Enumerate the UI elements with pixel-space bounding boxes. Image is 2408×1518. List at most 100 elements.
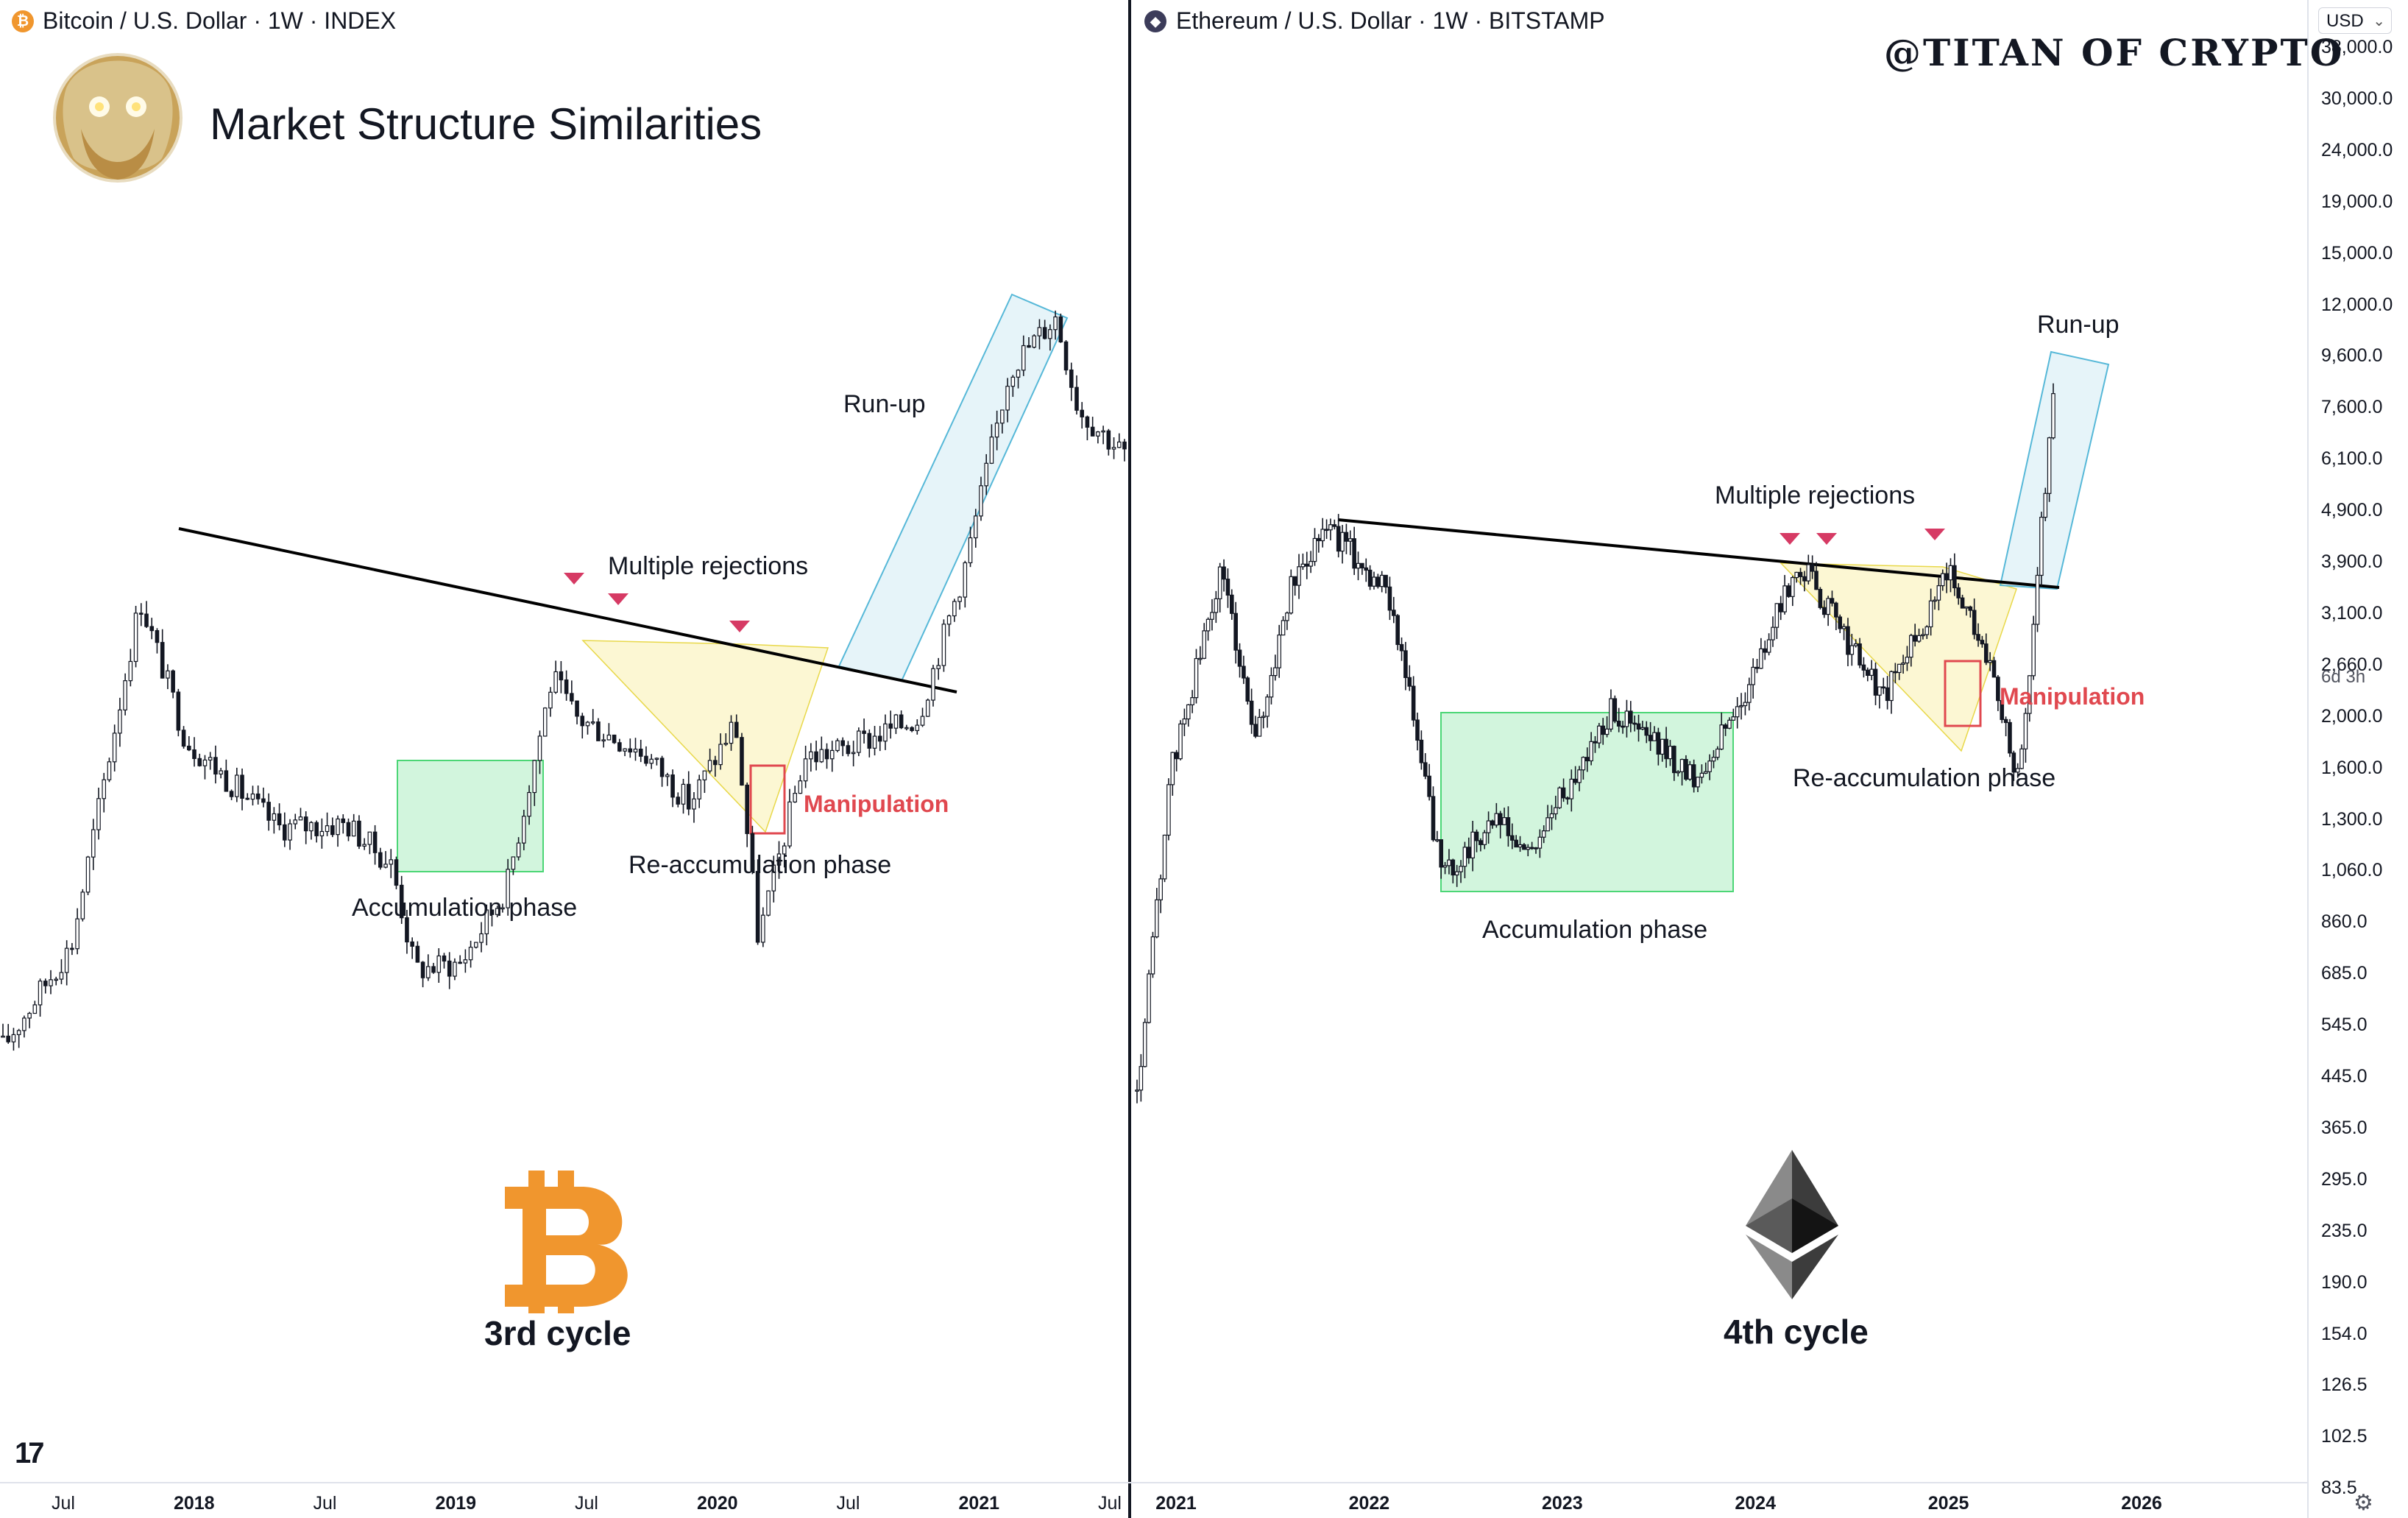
eth-candle-body [1853,643,1858,646]
btc-candle-body [883,723,888,742]
btc-candle-body [718,744,723,766]
price-axis-label: 295.0 [2321,1168,2368,1190]
eth-candle-body [1944,573,1949,581]
eth-candle-body [1648,735,1653,741]
eth-candle-body [1344,532,1349,542]
btc-candle-body [522,816,526,844]
eth-manipulation-box[interactable] [1944,660,1982,727]
btc-candle-body [824,749,829,760]
btc-candle-body [798,780,803,794]
eth-candle-body [1328,524,1333,531]
eth-candle-body [1609,698,1613,730]
ethereum-logo-icon [1746,1150,1838,1299]
btc-candle-body [54,978,59,981]
eth-candle-body [1439,839,1444,868]
btc-candle-body [910,727,914,731]
eth-reaccumulation-triangle[interactable] [1780,562,2017,752]
currency-selector[interactable]: USD ⌄ [2318,7,2392,34]
price-axis-label: 30,000.0 [2321,88,2393,109]
eth-candle-body [1960,597,1965,609]
btc-candle-body [202,759,208,766]
btc-runup-channel[interactable] [838,293,1069,682]
eth-candle-body [1731,716,1736,721]
btc-candle-body [559,671,564,681]
btc-candle-body [835,740,840,752]
btc-candle-body [468,947,473,961]
btc-candle-body [829,749,835,760]
btc-resistance-trendline[interactable] [178,527,957,693]
btc-candle-body [123,680,127,710]
eth-candle-body [1711,757,1716,762]
time-axis-label: 2019 [435,1493,477,1514]
btc-candle-body [654,758,659,760]
btc-candle-body [857,730,861,753]
eth-candle-body [1332,524,1337,527]
eth-candle-body [1676,771,1680,774]
eth-candle-body [1612,698,1618,722]
btc-candle-body [330,825,335,836]
btc-candle-body [867,732,872,749]
eth-candle-body [1834,602,1838,618]
eth-candle-body [1952,565,1957,589]
btc-accumulation-box[interactable] [397,760,544,872]
eth-candle-body [1435,839,1440,841]
eth-rejection-marker-3 [1924,529,1945,540]
btc-candle-body [973,515,978,539]
btc-candle-body [314,822,319,836]
eth-runup-channel[interactable] [1999,350,2110,590]
btc-candle-body [500,907,505,910]
btc-candle-body [458,961,462,964]
btc-candle-body [399,884,404,919]
eth-candle-body [1715,748,1720,758]
btc-candle-body [963,562,968,598]
eth-candle-body [1719,724,1724,750]
btc-candle-body [32,1004,38,1014]
btc-candle-body [277,813,282,826]
eth-candle-body [1644,727,1649,736]
btc-candle-body [1080,409,1085,417]
btc-candle-body [91,829,96,858]
eth-candle-body [1810,564,1815,572]
btc-candle-body [793,792,797,802]
eth-candle-body [1806,564,1811,582]
btc-candle-body [309,822,314,832]
btc-candle-body [176,691,181,731]
eth-candle-body [1545,817,1550,832]
eth-accumulation-box[interactable] [1440,712,1734,892]
tradingview-logo-icon[interactable]: 17 [15,1437,44,1469]
eth-resistance-trendline[interactable] [1337,518,2060,589]
eth-candle-body [1763,648,1768,653]
currency-label: USD [2326,11,2364,31]
btc-candle-body [1085,416,1090,428]
btc-candle-body [840,740,845,746]
btc-candle-body [665,774,670,777]
eth-candle-body [1229,594,1234,614]
price-axis-label: 3,100.0 [2321,602,2383,624]
price-axis-label: 126.5 [2321,1374,2368,1396]
eth-candle-body [1743,702,1748,707]
eth-candle-body [1490,820,1495,826]
eth-candle-body [1798,571,1803,577]
eth-candle-body [1830,598,1835,604]
time-axis-label: 2023 [1541,1493,1583,1514]
btc-candle-body [1021,345,1026,371]
eth-candle-body [1791,576,1795,597]
eth-candle-body [1921,634,1925,637]
btc-rejection-marker-3 [729,621,750,632]
eth-candle-body [1506,817,1511,836]
eth-candle-body [2028,675,2032,714]
btc-manipulation-box[interactable] [749,764,786,835]
btc-runup-label: Run-up [843,390,926,418]
btc-reaccumulation-triangle[interactable] [581,640,829,833]
eth-candle-body [1375,576,1381,587]
eth-candle-body [1549,813,1554,819]
eth-candle-body [1474,831,1479,841]
eth-candle-body [1821,607,1827,615]
eth-candle-body [2043,493,2048,518]
btc-chart-title[interactable]: Bitcoin / U.S. Dollar · 1W · INDEX [43,7,397,34]
eth-chart-title[interactable]: Ethereum / U.S. Dollar · 1W · BITSTAMP [1176,7,1605,34]
eth-candle-body [1466,847,1471,858]
gear-icon[interactable]: ⚙ [2354,1491,2373,1515]
btc-candle-body [888,723,893,729]
